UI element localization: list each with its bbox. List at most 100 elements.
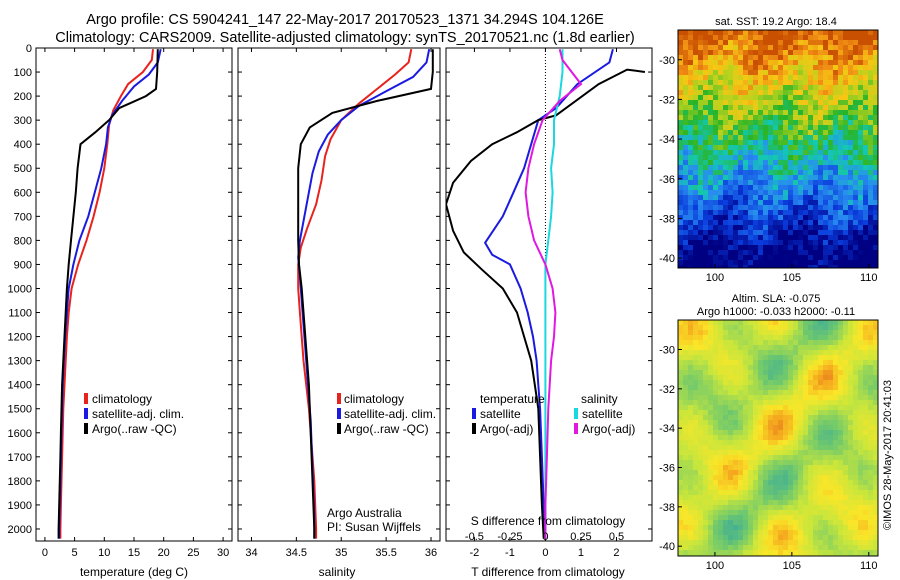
sla-cell xyxy=(803,500,808,505)
sla-cell xyxy=(763,410,768,415)
sst-cell xyxy=(848,195,853,200)
sla-cell xyxy=(758,405,763,410)
sst-cell xyxy=(678,195,683,200)
sst-cell xyxy=(798,235,803,240)
sst-cell xyxy=(828,150,833,155)
sst-cell xyxy=(768,125,773,130)
sst-cell xyxy=(803,145,808,150)
sla-cell xyxy=(688,440,693,445)
sla-cell xyxy=(828,540,833,545)
sst-cell xyxy=(713,110,718,115)
sst-cell xyxy=(798,100,803,105)
sla-cell xyxy=(703,530,708,535)
sla-cell xyxy=(753,550,758,555)
sst-cell xyxy=(728,135,733,140)
sla-cell xyxy=(678,365,683,370)
sst-cell xyxy=(753,110,758,115)
sla-cell xyxy=(728,420,733,425)
sla-cell xyxy=(678,350,683,355)
sst-cell xyxy=(743,125,748,130)
sst-cell xyxy=(788,75,793,80)
sst-cell xyxy=(728,45,733,50)
sla-cell xyxy=(813,325,818,330)
sst-cell xyxy=(808,165,813,170)
sla-cell xyxy=(738,405,743,410)
sst-cell xyxy=(838,110,843,115)
sst-cell xyxy=(833,160,838,165)
sst-cell xyxy=(733,245,738,250)
sst-cell xyxy=(713,170,718,175)
sst-cell xyxy=(783,30,788,35)
sla-cell xyxy=(698,350,703,355)
sla-cell xyxy=(768,495,773,500)
sla-cell xyxy=(748,365,753,370)
sst-cell xyxy=(733,85,738,90)
sst-cell xyxy=(803,115,808,120)
sst-cell xyxy=(723,130,728,135)
sst-cell xyxy=(788,225,793,230)
legend-header-salinity: salinity xyxy=(581,392,618,406)
sla-cell xyxy=(753,345,758,350)
sla-cell xyxy=(768,450,773,455)
sst-cell xyxy=(818,185,823,190)
sla-cell xyxy=(718,525,723,530)
sla-cell xyxy=(713,325,718,330)
sla-cell xyxy=(848,375,853,380)
sla-cell xyxy=(733,445,738,450)
sla-cell xyxy=(743,505,748,510)
legend-header-temperature: temperature xyxy=(480,392,545,406)
sst-cell xyxy=(853,60,858,65)
sst-cell xyxy=(858,195,863,200)
sst-cell xyxy=(723,80,728,85)
sla-cell xyxy=(713,345,718,350)
sla-cell xyxy=(803,380,808,385)
sla-cell xyxy=(773,490,778,495)
sst-cell xyxy=(723,215,728,220)
sla-cell xyxy=(793,375,798,380)
sst-cell xyxy=(748,170,753,175)
sla-cell xyxy=(773,400,778,405)
sla-cell xyxy=(743,550,748,555)
sla-cell xyxy=(838,480,843,485)
sst-cell xyxy=(683,110,688,115)
sst-cell xyxy=(693,90,698,95)
sla-cell xyxy=(773,370,778,375)
sla-cell xyxy=(723,440,728,445)
sla-cell xyxy=(793,525,798,530)
sst-cell xyxy=(753,210,758,215)
sla-cell xyxy=(688,375,693,380)
sla-cell xyxy=(683,465,688,470)
sla-cell xyxy=(838,425,843,430)
sst-cell xyxy=(688,165,693,170)
sla-cell xyxy=(858,550,863,555)
sla-cell xyxy=(758,495,763,500)
sst-cell xyxy=(733,215,738,220)
sla-cell xyxy=(853,350,858,355)
sst-cell xyxy=(863,245,868,250)
sla-cell xyxy=(693,395,698,400)
sst-cell xyxy=(723,225,728,230)
sla-cell xyxy=(708,435,713,440)
sst-cell xyxy=(873,80,878,85)
sla-cell xyxy=(723,485,728,490)
sla-cell xyxy=(818,325,823,330)
sst-cell xyxy=(773,220,778,225)
sst-cell xyxy=(723,170,728,175)
sla-cell xyxy=(678,320,683,325)
sst-cell xyxy=(713,95,718,100)
sst-cell xyxy=(853,210,858,215)
sst-cell xyxy=(753,225,758,230)
s-tick-label: -0.25 xyxy=(497,531,522,543)
sla-cell xyxy=(678,480,683,485)
sst-cell xyxy=(848,135,853,140)
sla-cell xyxy=(838,405,843,410)
sla-cell xyxy=(733,500,738,505)
sla-cell xyxy=(803,345,808,350)
sst-cell xyxy=(753,200,758,205)
sla-cell xyxy=(738,475,743,480)
sla-cell xyxy=(698,330,703,335)
sla-cell xyxy=(843,435,848,440)
sst-cell xyxy=(868,75,873,80)
sst-cell xyxy=(728,140,733,145)
sst-cell xyxy=(703,250,708,255)
